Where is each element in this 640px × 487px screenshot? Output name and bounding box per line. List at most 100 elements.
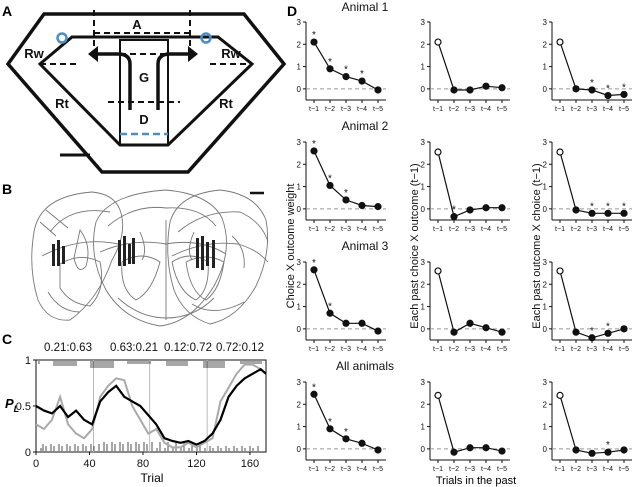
d-data-point <box>374 86 382 94</box>
c-y-tick-label: 0.5 <box>16 401 31 413</box>
c-x-tick-label: 40 <box>83 458 95 470</box>
d-data-point <box>450 328 458 336</box>
c-x-tick-label: 160 <box>241 458 259 470</box>
c-y-tick-label: 1 <box>25 355 31 367</box>
d-x-tick-label: t−2 <box>325 346 335 353</box>
d-x-tick-label: t−1 <box>309 346 319 353</box>
d-x-tick-label: t−3 <box>465 346 475 353</box>
d-x-tick-label: t−2 <box>449 466 459 473</box>
arrow-right-path <box>156 52 192 110</box>
d-data-point <box>434 38 442 46</box>
d-x-tick-label: t−4 <box>603 346 613 353</box>
d-x-tick-label: t−5 <box>497 346 507 353</box>
d-x-tick-label: t−4 <box>481 466 491 473</box>
d-significance-star: * <box>328 57 332 68</box>
d-x-tick-label: t−5 <box>373 466 383 473</box>
d-data-point <box>556 267 564 275</box>
d-x-tick-label: t−1 <box>555 226 565 233</box>
d-y-tick-label: 2 <box>421 40 426 49</box>
d-y-tick-label: 3 <box>543 378 548 387</box>
d-cell-r2-c3: 0 1 2 3 t−1 t−2 t−3 t−4 t−5 * * * <box>543 138 632 233</box>
d-significance-star: * <box>344 65 348 76</box>
d-y-tick-label: 2 <box>543 400 548 409</box>
d-significance-star: * <box>360 69 364 80</box>
d-weight-line <box>437 41 503 91</box>
arrow-left-path <box>94 52 132 110</box>
d-data-point <box>326 181 334 190</box>
d-y-tick-label: 3 <box>421 258 426 267</box>
d-x-tick-label: t−2 <box>571 226 581 233</box>
d-y-tick-label: 0 <box>297 445 302 454</box>
d-significance-star: * <box>606 321 610 332</box>
brain-section-right <box>167 189 269 325</box>
d-y-tick-label: 1 <box>297 183 302 192</box>
d-x-tick-label: t−3 <box>341 106 351 113</box>
d-y-tick-label: 2 <box>421 400 426 409</box>
block-ratio-1: 0.21:0.63 <box>44 342 92 354</box>
d-x-tick-label: t−5 <box>373 346 383 353</box>
d-x-tick-label: t−3 <box>587 226 597 233</box>
d-data-point <box>358 77 366 85</box>
d-x-tick-label: t−1 <box>555 346 565 353</box>
d-significance-star: * <box>328 301 332 312</box>
d-y-tick-label: 1 <box>543 303 548 312</box>
d-y-tick-label: 3 <box>297 258 302 267</box>
d-data-point <box>342 72 350 81</box>
d-data-point <box>466 206 474 214</box>
d-x-tick-label: t−3 <box>587 106 597 113</box>
d-cell-r3-c1: 0 1 2 3 t−1 t−2 t−3 t−4 t−5 * * <box>297 258 386 353</box>
d-data-point <box>310 147 318 155</box>
d-x-tick-label: t−5 <box>373 106 383 113</box>
d-data-point <box>450 86 458 94</box>
d-significance-star: * <box>606 440 610 451</box>
d-y-tick-label: 2 <box>297 280 302 289</box>
d-x-tick-label: t−1 <box>433 106 443 113</box>
d-data-point <box>620 209 628 217</box>
d-y-tick-label: 1 <box>543 423 548 432</box>
d-y-tick-label: 0 <box>421 85 426 94</box>
d-y-tick-label: 0 <box>543 445 548 454</box>
d-data-point <box>342 435 350 443</box>
d-data-point <box>358 439 366 447</box>
d-significance-star: * <box>590 201 594 212</box>
d-y-tick-label: 2 <box>421 160 426 169</box>
d-data-point <box>466 319 474 327</box>
d-data-point <box>556 38 564 46</box>
maze-schematic <box>5 10 287 174</box>
regression-weights-charts: 0 1 2 3 t−1 t−2 t−3 t−4 t−5 * * * * 0 1 2 3 t−1 t−2 t−3 t−4 t… <box>297 18 632 473</box>
d-significance-star: * <box>312 258 316 269</box>
d-x-tick-label: t−3 <box>465 466 475 473</box>
d-y-tick-label: 2 <box>421 280 426 289</box>
c-x-tick-label: 80 <box>137 458 149 470</box>
d-data-point <box>358 201 366 210</box>
d-x-tick-label: t−1 <box>309 226 319 233</box>
region-label-rw-left: Rw <box>24 46 44 61</box>
arrow-right-head <box>188 46 198 62</box>
block-ratio-3: 0.12:0.72 <box>164 342 212 354</box>
d-x-tick-label: t−4 <box>481 226 491 233</box>
d-x-tick-label: t−5 <box>497 226 507 233</box>
d-data-point <box>556 391 564 399</box>
d-cell-r4-c3: 0 1 2 3 t−1 t−2 t−3 t−4 t−5 * <box>543 378 632 473</box>
d-x-tick-label: t−5 <box>497 106 507 113</box>
d-data-point <box>498 204 506 212</box>
d-data-point <box>556 148 564 156</box>
d-y-tick-label: 2 <box>297 40 302 49</box>
d-cell-r4-c1: 0 1 2 3 t−1 t−2 t−3 t−4 t−5 * * * <box>297 378 386 473</box>
d-x-tick-label: t−1 <box>555 466 565 473</box>
d-significance-star: * <box>312 382 316 393</box>
c-y-tick-label: 0 <box>25 447 31 459</box>
d-x-tick-label: t−3 <box>465 106 475 113</box>
d-data-point <box>604 448 612 456</box>
d-y-tick-label: 0 <box>543 205 548 214</box>
col2-ylabel: Each past choice X outcome (t−1) <box>409 163 421 328</box>
c-ylabel: PL <box>5 396 19 414</box>
d-x-tick-label: t−2 <box>449 226 459 233</box>
c-series-line-1 <box>35 367 267 446</box>
d-data-point <box>466 444 474 452</box>
d-data-point <box>450 448 458 456</box>
d-x-tick-label: t−3 <box>341 226 351 233</box>
d-significance-star: * <box>606 201 610 212</box>
d-data-point <box>482 82 490 90</box>
